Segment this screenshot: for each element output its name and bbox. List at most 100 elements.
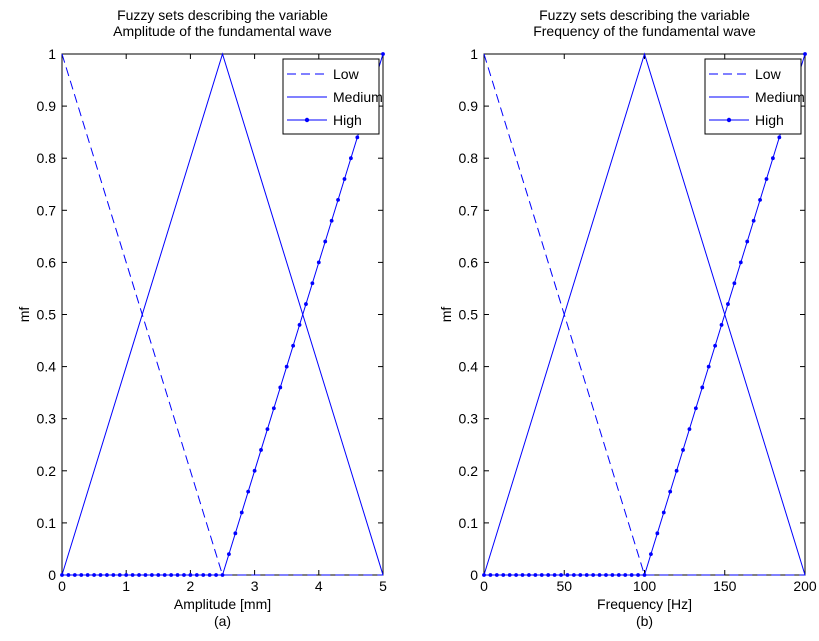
- chart-panel-a: 0 1 2 3 4 5 0 0.1 0.2 0.3 0.4 0.5 0.6 0.7 0.8 0.9 1 Fuzzy…: [16, 7, 387, 629]
- series-point-high: [105, 573, 109, 577]
- series-point-high: [559, 573, 563, 577]
- x-tick-label: 3: [251, 578, 259, 594]
- series-point-high: [514, 573, 518, 577]
- legend-entry-high: High: [333, 112, 362, 128]
- x-tick-label: 200: [793, 578, 817, 594]
- series-point-high: [310, 281, 315, 286]
- axes-box: [61, 53, 384, 576]
- series-point-high: [117, 573, 122, 577]
- series-point-high: [92, 573, 96, 577]
- series-point-high: [252, 468, 257, 473]
- series-point-high: [355, 135, 360, 140]
- series-point-high: [297, 323, 302, 327]
- series-point-high: [604, 573, 608, 577]
- series-point-high: [674, 468, 679, 473]
- series-point-high: [719, 323, 724, 327]
- y-tick-label: 0: [470, 567, 478, 583]
- series-point-high: [329, 218, 334, 223]
- series-point-high: [758, 197, 762, 202]
- x-tick-label: 0: [480, 578, 488, 594]
- series-point-high: [494, 573, 499, 577]
- series-point-high: [681, 448, 685, 452]
- series-point-high: [98, 573, 103, 577]
- x-tick-label: 2: [187, 578, 195, 594]
- series-line-medium: [483, 52, 806, 576]
- series-point-high: [751, 218, 756, 223]
- series-point-high: [111, 573, 116, 577]
- x-tick-label: 4: [315, 578, 323, 594]
- x-axis-label: Amplitude [mm]: [174, 596, 271, 612]
- series-point-high: [591, 573, 596, 577]
- series-point-high: [533, 573, 538, 577]
- series-point-high: [546, 573, 551, 577]
- series-point-high: [284, 364, 289, 369]
- x-tick-label: 50: [556, 578, 572, 594]
- panel-caption: (a): [214, 613, 231, 629]
- series-point-high: [578, 573, 583, 577]
- series-point-high: [571, 573, 576, 577]
- series-point-high: [584, 573, 589, 577]
- x-axis-label: Frequency [Hz]: [597, 596, 692, 612]
- panel-caption: (b): [636, 613, 653, 629]
- series-point-high: [771, 156, 775, 161]
- legend-entry-low: Low: [755, 66, 782, 82]
- y-tick-label: 1: [48, 46, 56, 62]
- y-axis-label: mf: [438, 307, 454, 323]
- y-tick-label: 0.1: [459, 515, 479, 531]
- series-point-high: [738, 260, 743, 265]
- series-point-high: [565, 573, 570, 577]
- series-point-high: [156, 573, 161, 577]
- x-tick-label: 100: [633, 578, 657, 594]
- chart-panel-b: 0 50 100 150 200 0 0.1 0.2 0.3 0.4 0.5 0.6 0.7 0.8 0.9…: [438, 7, 817, 629]
- series-point-high: [291, 343, 296, 348]
- series-point-high: [552, 573, 557, 577]
- series-point-high: [732, 281, 737, 286]
- series-point-high: [220, 573, 225, 577]
- series-point-high: [520, 573, 525, 577]
- y-tick-label: 0.7: [459, 202, 479, 218]
- series-point-high: [149, 573, 154, 577]
- series-point-high: [482, 573, 486, 577]
- series-point-high: [527, 573, 531, 577]
- series-point-high: [636, 573, 640, 577]
- series-point-high: [687, 427, 692, 432]
- series-point-high: [700, 385, 705, 390]
- y-tick-label: 0.1: [37, 515, 57, 531]
- series-point-high: [259, 448, 263, 452]
- legend-entry-medium: Medium: [333, 89, 383, 105]
- series-point-high: [214, 573, 218, 577]
- chart-title-line: Amplitude of the fundamental wave: [113, 23, 332, 39]
- y-tick-label: 0.4: [37, 359, 57, 375]
- series-point-high: [381, 52, 385, 56]
- series-point-high: [539, 573, 544, 577]
- series-point-high: [616, 573, 621, 577]
- axes-box: [483, 53, 806, 576]
- y-tick-label: 0.2: [459, 463, 479, 479]
- y-tick-label: 0.8: [459, 150, 479, 166]
- series-point-high: [162, 573, 167, 577]
- y-tick-label: 0.3: [37, 411, 57, 427]
- series-point-high: [349, 156, 353, 161]
- legend-entry-medium: Medium: [755, 89, 805, 105]
- series-point-high: [777, 135, 782, 140]
- series-point-high: [668, 489, 673, 494]
- series-point-high: [610, 573, 615, 577]
- y-tick-label: 0.6: [459, 254, 479, 270]
- y-tick-label: 0: [48, 567, 56, 583]
- legend-entry-high: High: [755, 112, 784, 128]
- series-point-high: [488, 573, 493, 577]
- series-point-high: [623, 573, 628, 577]
- series-point-high: [60, 573, 64, 577]
- x-tick-label: 150: [713, 578, 737, 594]
- series-point-high: [629, 573, 634, 577]
- series-point-high: [764, 177, 769, 181]
- y-tick-label: 0.9: [459, 98, 479, 114]
- series-point-high: [79, 573, 84, 577]
- series-point-high: [661, 510, 666, 515]
- series-point-high: [655, 531, 660, 536]
- chart-title-line: Fuzzy sets describing the variable: [117, 7, 328, 23]
- series-point-high: [745, 239, 750, 244]
- series-line-low: [61, 53, 383, 576]
- series-line-low: [483, 53, 805, 576]
- series-point-high: [501, 573, 506, 577]
